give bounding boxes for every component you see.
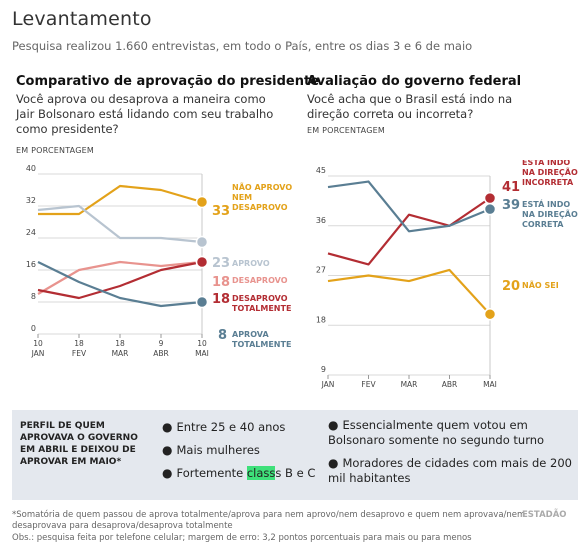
left-chart-title: Comparativo de aprovação do presidente: [16, 74, 320, 89]
bullet-icon: ●: [162, 420, 173, 434]
series-name-label: INCORRETA: [522, 178, 574, 187]
y-tick-label: 0: [31, 324, 36, 333]
end-value-label: 8: [218, 328, 227, 343]
end-value-label: 41: [502, 180, 520, 195]
series-line-desaprovo: [37, 260, 203, 295]
series-endpoint-esta-indo-na-direcao-incorreta: [483, 191, 497, 205]
x-tick-label: JAN: [31, 349, 45, 358]
end-value-label: 33: [212, 204, 230, 219]
x-tick-label: MAR: [112, 349, 129, 358]
series-line-nao-sei: [327, 268, 491, 315]
right-chart-unit: EM PORCENTAGEM: [307, 126, 385, 135]
left-chart-question: Você aprova ou desaprova a maneira como …: [16, 92, 274, 136]
series-line-aprovo: [37, 204, 203, 244]
brand-logo: ESTADÃO: [522, 510, 567, 520]
end-value-label: 18: [212, 275, 230, 290]
x-tick-label: MAR: [401, 380, 418, 389]
series-name-label: ESTÁ INDO: [522, 160, 570, 167]
end-value-label: 23: [212, 256, 230, 271]
bullet-icon: ●: [162, 466, 173, 480]
series-line-esta-indo-na-direcao-incorreta: [327, 197, 491, 266]
profile-bullet-age: ● Entre 25 e 40 anos: [162, 420, 286, 434]
profile-panel: [12, 410, 578, 500]
x-tick-label: FEV: [361, 380, 376, 389]
x-tick-label: FEV: [72, 349, 87, 358]
y-tick-label: 24: [26, 228, 36, 237]
series-name-label: DESAPROVO: [232, 294, 288, 303]
left-chart-unit: EM PORCENTAGEM: [16, 146, 94, 155]
y-tick-label: 8: [31, 292, 36, 301]
bullet-icon: ●: [162, 443, 173, 457]
series-name-label: CORRETA: [522, 220, 564, 229]
profile-bullet-city: ● Moradores de cidades com mais de 200 mi…: [328, 456, 572, 485]
x-tick-label: 9: [159, 339, 164, 348]
bullet-icon: ●: [328, 418, 339, 432]
bullet-icon: ●: [328, 456, 339, 470]
series-line-esta-indo-na-direcao-correta: [327, 180, 491, 233]
x-tick-label: MAI: [195, 349, 209, 358]
series-name-label: APROVO: [232, 259, 270, 268]
profile-bullet-gender: ● Mais mulheres: [162, 443, 260, 457]
series-name-label: DESAPROVO: [232, 203, 288, 212]
page-title: Levantamento: [12, 8, 152, 30]
footnote-definition: *Somatória de quem passou de aprova tota…: [12, 510, 526, 531]
x-tick-label: JAN: [321, 380, 335, 389]
series-line-nao-aprovo-nem-desaprovo: [38, 184, 203, 216]
series-name-label: TOTALMENTE: [232, 340, 291, 349]
series-endpoint-desaprovo-totalmente: [195, 255, 209, 269]
x-tick-label: ABR: [153, 349, 169, 358]
x-tick-label: 10: [197, 339, 207, 348]
y-tick-label: 36: [316, 216, 326, 225]
x-tick-label: 10: [33, 339, 43, 348]
series-name-label: ESTÁ INDO: [522, 198, 570, 209]
series-line-desaprovo-totalmente: [37, 260, 203, 300]
x-tick-label: MAI: [483, 380, 497, 389]
series-name-label: NÃO APROVO: [232, 182, 292, 192]
approval-line-chart: 081624324010JAN18FEV18MAR9ABR10MAI33NÃO …: [26, 164, 293, 358]
profile-bullet-vote: ● Essencialmente quem votou em Bolsonaro …: [328, 418, 545, 447]
series-endpoint-nao-aprovo-nem-desaprovo: [195, 195, 209, 209]
series-endpoint-aprova-totalmente: [195, 295, 209, 309]
series-name-label: DESAPROVO: [232, 276, 288, 285]
series-name-label: TOTALMENTE: [232, 304, 291, 313]
y-tick-label: 40: [26, 164, 36, 173]
series-line-aprova-totalmente: [37, 261, 203, 308]
y-tick-label: 27: [316, 266, 326, 275]
end-value-label: 39: [502, 198, 520, 213]
end-value-label: 18: [212, 292, 230, 307]
x-tick-label: ABR: [442, 380, 458, 389]
y-tick-label: 16: [26, 260, 36, 269]
series-name-label: NA DIREÇÃO: [522, 209, 578, 219]
series-endpoint-aprovo: [195, 235, 209, 249]
profile-title: PERFIL DE QUEM APROVAVA O GOVERNO EM ABR…: [20, 421, 138, 467]
page-subtitle: Pesquisa realizou 1.660 entrevistas, em …: [12, 39, 473, 53]
y-tick-label: 45: [316, 166, 326, 175]
x-tick-label: 18: [115, 339, 125, 348]
series-name-label: NEM: [232, 193, 252, 202]
profile-bullet-class: ● Fortemente classs B e C: [162, 466, 316, 480]
right-chart-title: Avaliação do governo federal: [307, 74, 522, 89]
series-name-label: APROVA: [232, 330, 269, 339]
x-tick-label: 18: [74, 339, 84, 348]
y-tick-label: 9: [321, 365, 326, 374]
highlighted-text: class: [246, 466, 276, 480]
series-name-label: NA DIREÇÃO: [522, 167, 578, 177]
footnote-methodology: Obs.: pesquisa feita por telefone celula…: [12, 533, 472, 543]
series-endpoint-nao-sei: [483, 307, 497, 321]
y-tick-label: 18: [316, 315, 326, 324]
right-chart-question: Você acha que o Brasil está indo na dire…: [307, 92, 513, 121]
y-tick-label: 32: [26, 196, 36, 205]
series-endpoint-esta-indo-na-direcao-correta: [483, 202, 497, 216]
series-name-label: NÃO SEI: [522, 280, 559, 290]
end-value-label: 20: [502, 279, 520, 294]
